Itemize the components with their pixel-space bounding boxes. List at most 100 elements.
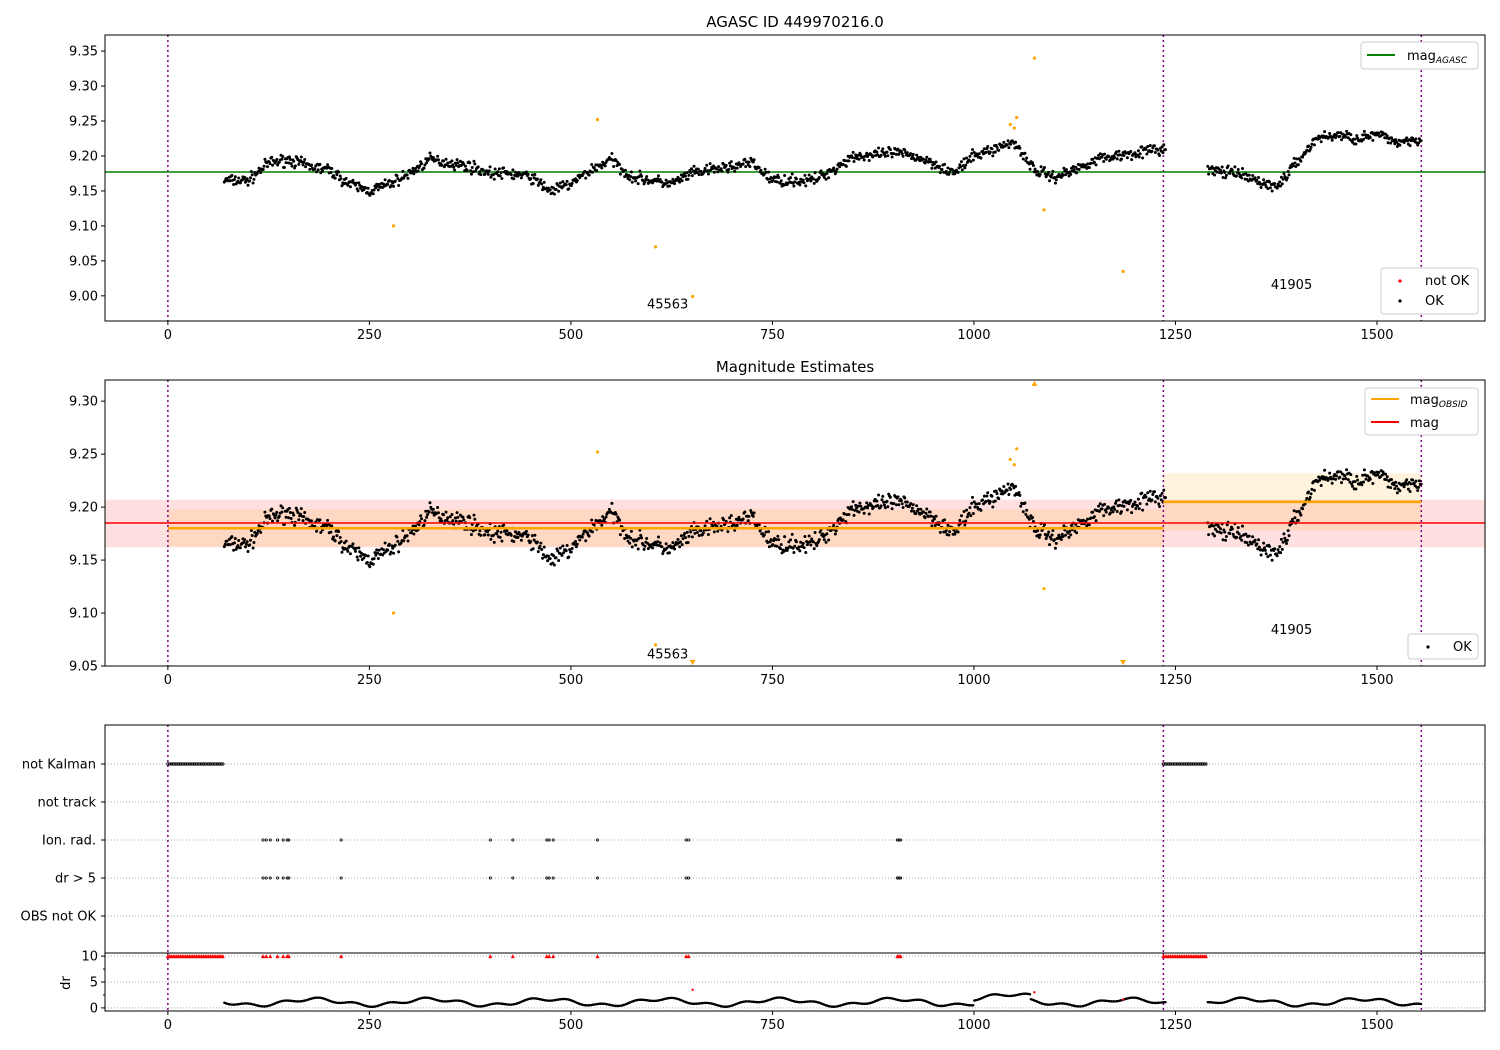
ok-point [1230, 168, 1234, 172]
ok-point [578, 538, 582, 542]
ok-point [645, 175, 649, 179]
ok-point [275, 157, 279, 161]
ok-point [376, 556, 380, 560]
ok-point [1351, 484, 1355, 488]
ok-point [329, 530, 333, 534]
ok-point [604, 515, 608, 519]
ok-point [268, 517, 272, 521]
not-kalman-point [194, 762, 198, 766]
ok-point [963, 523, 967, 527]
ok-point [313, 167, 317, 171]
ok-point [470, 523, 474, 527]
ok-point [1048, 179, 1052, 183]
ok-point [414, 524, 418, 528]
ok-point [1273, 547, 1277, 551]
ok-point [599, 164, 603, 168]
ok-point [496, 170, 500, 174]
ok-point [818, 530, 822, 534]
ok-point [298, 512, 302, 516]
ok-point [454, 163, 458, 167]
ok-point [387, 178, 391, 182]
ok-point [1087, 166, 1091, 170]
ok-point [290, 164, 294, 168]
dr-gt5-point [275, 876, 279, 880]
ok-point [1348, 480, 1352, 484]
ok-point [1361, 473, 1365, 477]
ok-point [916, 155, 920, 159]
ok-point [552, 554, 556, 558]
ok-point [970, 148, 974, 152]
ok-point [923, 516, 927, 520]
ok-point [959, 165, 963, 169]
ok-point [894, 503, 898, 507]
ok-point [965, 156, 969, 160]
ok-point [565, 544, 569, 548]
ok-point [376, 188, 380, 192]
ok-point [1025, 156, 1029, 160]
ok-point [655, 179, 659, 183]
ok-point [1246, 543, 1250, 547]
ok-point [1328, 471, 1332, 475]
dr-gt5-point [687, 876, 691, 880]
ok-point [1064, 173, 1068, 177]
ok-point [465, 169, 469, 173]
ok-point [1417, 141, 1421, 145]
ok-point [497, 167, 501, 171]
ok-point [1023, 501, 1027, 505]
ok-point [726, 530, 730, 534]
not-kalman-point [187, 762, 191, 766]
ok-point [1064, 533, 1068, 537]
not-kalman-point [205, 762, 209, 766]
ok-point [340, 550, 344, 554]
ok-point [729, 160, 733, 164]
ok-point [639, 533, 643, 537]
ok-point [1221, 176, 1225, 180]
ok-point [1244, 532, 1248, 536]
ok-point [536, 550, 540, 554]
legend-marker [1398, 279, 1402, 283]
ok-point [962, 509, 966, 513]
legend-points: not OK OK [1380, 267, 1479, 315]
ok-point [1286, 529, 1290, 533]
ok-point [1409, 482, 1413, 486]
ok-point [236, 544, 240, 548]
ok-point [1097, 504, 1101, 508]
ok-point [1075, 531, 1079, 535]
ok-point [1046, 533, 1050, 537]
ok-point [253, 530, 257, 534]
ok-point [335, 534, 339, 538]
ok-point [436, 158, 440, 162]
ok-point [706, 533, 710, 537]
ok-point [281, 154, 285, 158]
ok-point [634, 179, 638, 183]
ok-point [1384, 478, 1388, 482]
ok-point [1251, 174, 1255, 178]
ok-point [1062, 524, 1066, 528]
ok-point [584, 176, 588, 180]
ok-point [1059, 175, 1063, 179]
ok-point [856, 153, 860, 157]
ok-point [1235, 174, 1239, 178]
ok-point [381, 548, 385, 552]
ok-point [929, 160, 933, 164]
ok-point [1328, 132, 1332, 136]
not-ok-point [1042, 208, 1046, 212]
ok-point [938, 530, 942, 534]
ok-point [1384, 472, 1388, 476]
ok-point [695, 531, 699, 535]
ok-point [1368, 477, 1372, 481]
ok-point [943, 162, 947, 166]
offscale-up-marker [1031, 381, 1038, 386]
ok-point [1356, 136, 1360, 140]
ok-point [356, 558, 360, 562]
ok-point [637, 536, 641, 540]
x-tick-label: 1250 [1159, 673, 1192, 688]
ok-point [693, 531, 697, 535]
ok-point [600, 523, 604, 527]
ok-point [1098, 152, 1102, 156]
ok-point [645, 536, 649, 540]
ok-point [905, 151, 909, 155]
y-tick-label: 9.25 [69, 115, 98, 130]
not-ok-point [1012, 463, 1016, 467]
ok-point [817, 175, 821, 179]
